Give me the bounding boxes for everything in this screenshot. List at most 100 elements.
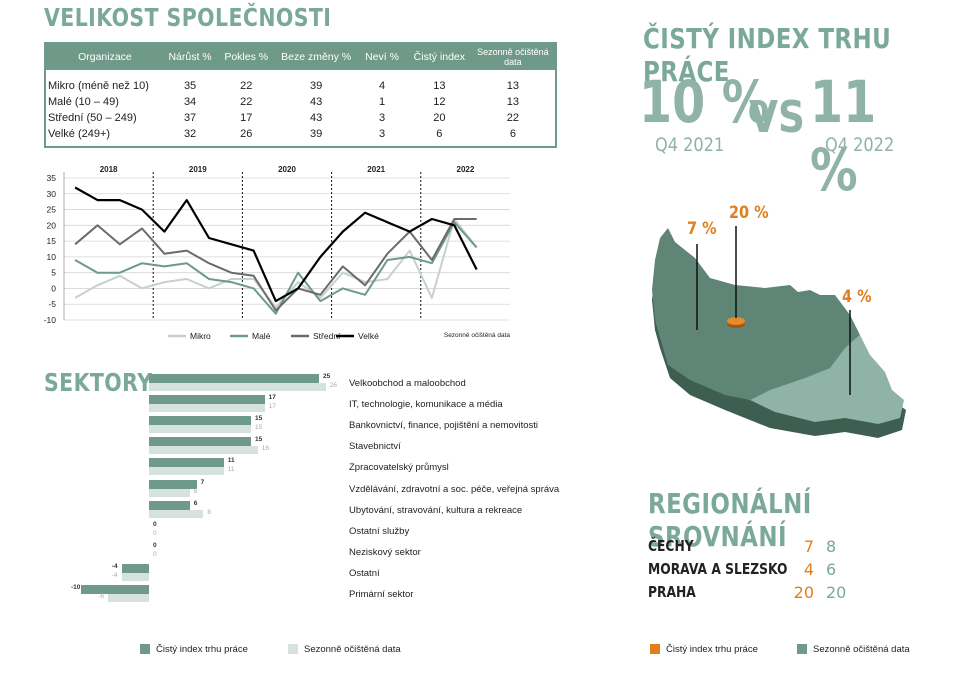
sector-value-index: -10 <box>71 584 81 591</box>
year-label: 2020 <box>278 165 296 174</box>
y-tick-label: 20 <box>47 220 57 230</box>
sector-value-index: 0 <box>153 520 157 528</box>
table-cell: 39 <box>310 80 323 92</box>
table-cell: 43 <box>310 96 323 108</box>
legend-swatch-regional-index <box>650 644 660 654</box>
table-row: Mikro (méně než 10) 35 22 39 4 13 13 <box>45 70 556 94</box>
sector-value-seasonal: -6 <box>98 593 104 600</box>
table-cell: 22 <box>506 112 520 124</box>
sector-label: Velkoobchod a maloobchod <box>349 378 466 389</box>
region-index-value: 7 <box>803 537 814 556</box>
header-narust: Nárůst % <box>163 43 217 70</box>
sector-label: IT, technologie, komunikace a média <box>349 399 503 411</box>
legend-label: Velké <box>358 331 379 341</box>
left-period: Q4 2021 <box>655 134 725 156</box>
region-seasonal-value: 8 <box>826 537 837 556</box>
legend-label-index: Čistý index trhu práce <box>156 644 248 655</box>
sector-value-seasonal: 15 <box>255 424 263 432</box>
legend-label: Mikro <box>190 331 211 341</box>
header-sezonne: Sezonně očištěná data <box>470 43 556 70</box>
header-nevi: Neví % <box>356 43 408 70</box>
sector-value-seasonal: 17 <box>268 403 276 411</box>
map-label-cechy: 7 % <box>687 219 717 239</box>
legend-swatch-regional-seasonal <box>797 644 807 654</box>
y-tick-label: 30 <box>47 189 57 199</box>
sectors-heading: SEKTORY <box>44 368 153 397</box>
net-index-heading: ČISTÝ INDEX TRHU PRÁCE <box>643 22 892 88</box>
table-cell: 22 <box>240 80 253 92</box>
header-beze-zmeny: Beze změny % <box>276 43 357 70</box>
table-cell: Malé (10 – 49) <box>48 96 119 108</box>
year-label: 2021 <box>367 165 385 174</box>
y-tick-label: -5 <box>48 299 56 309</box>
sector-bar-seasonal <box>149 446 258 455</box>
sector-value-seasonal: 0 <box>153 529 157 537</box>
sector-value-seasonal: 16 <box>261 445 270 453</box>
sector-label: Ostatní služby <box>349 525 410 537</box>
legend-label-regional-index: Čistý index trhu práce <box>666 644 758 655</box>
table-cell: 3 <box>378 112 386 124</box>
table-cell: 39 <box>310 128 323 140</box>
table-cell: 12 <box>433 96 446 108</box>
legend-label-seasonal: Sezonně očištěná data <box>304 644 401 655</box>
sector-value-seasonal: 0 <box>153 550 157 558</box>
region-name: MORAVA A SLEZSKO <box>648 560 788 578</box>
table-cell: 13 <box>506 80 520 92</box>
line-chart: -10 -5 0 5 10 15 20 25 30 35 2018 2019 2020 2021 2022 M… <box>44 165 511 341</box>
sector-label: Ostatní <box>349 567 380 579</box>
sector-bar-index <box>149 395 265 405</box>
sector-value-index: 7 <box>200 478 205 486</box>
sector-value-seasonal: -4 <box>111 571 118 579</box>
table-cell: 35 <box>183 80 197 92</box>
prague-marker <box>727 317 745 325</box>
sector-label: Bankovnictví, finance, pojištění a nemov… <box>349 420 539 432</box>
sector-bar-index <box>149 500 190 510</box>
map-label-morava: 4 % <box>842 287 872 307</box>
header-pokles: Pokles % <box>216 43 277 70</box>
table-cell: 3 <box>378 128 386 140</box>
sector-bar-index <box>149 458 224 468</box>
sector-bar-seasonal <box>149 404 265 413</box>
y-tick-label: 0 <box>51 283 56 293</box>
table-header-row: Organizace Nárůst % Pokles % Beze změny … <box>45 43 556 70</box>
sector-label: Neziskový sektor <box>349 546 421 558</box>
region-name: PRAHA <box>648 583 696 601</box>
sector-bar-index <box>81 585 149 594</box>
map-label-praha: 20 % <box>729 203 769 223</box>
company-size-heading: VELIKOST SPOLEČNOSTI <box>44 3 332 32</box>
sector-bar-seasonal <box>149 467 224 476</box>
vs-label: VS <box>749 92 805 143</box>
sector-label: Stavebnictví <box>349 441 401 453</box>
y-tick-label: 15 <box>47 236 57 246</box>
table-cell: 26 <box>240 128 253 140</box>
series-line-3 <box>74 186 478 303</box>
map-morava <box>750 335 904 424</box>
table-cell: 34 <box>183 96 197 108</box>
table-row: Střední (50 – 249) 37 17 43 3 20 22 <box>45 110 556 126</box>
sector-bar-index <box>149 374 319 383</box>
table-cell: 43 <box>310 112 323 124</box>
table-row: Malé (10 – 49) 34 22 43 1 12 13 <box>45 94 556 110</box>
map-cechy <box>652 228 860 400</box>
year-label: 2018 <box>100 165 118 174</box>
series-line-0 <box>74 218 478 309</box>
y-tick-label: 5 <box>51 268 56 278</box>
table-cell: 37 <box>183 112 197 124</box>
table-cell: Střední (50 – 249) <box>48 112 137 124</box>
year-label: 2022 <box>457 165 475 174</box>
region-name: ČECHY <box>648 537 694 555</box>
table-cell: 13 <box>506 96 520 108</box>
table-cell: 1 <box>378 96 386 108</box>
sector-label: Vzdělávání, zdravotní a soc. péče, veřej… <box>349 483 560 495</box>
sector-bar-seasonal <box>121 572 149 581</box>
sector-value-index: 15 <box>255 415 263 423</box>
regional-heading: REGIONÁLNÍ SROVNÁNÍ <box>648 487 812 553</box>
legend-label-regional-seasonal: Sezonně očištěná data <box>813 644 910 655</box>
sector-bar-index <box>149 437 251 447</box>
table-cell: 4 <box>378 80 386 92</box>
sector-value-index: 11 <box>227 457 235 465</box>
legend-label: Malé <box>252 331 271 341</box>
y-tick-label: 25 <box>47 205 57 215</box>
table-cell: 17 <box>240 112 253 124</box>
header-cisty-index: Čistý index <box>407 43 471 70</box>
